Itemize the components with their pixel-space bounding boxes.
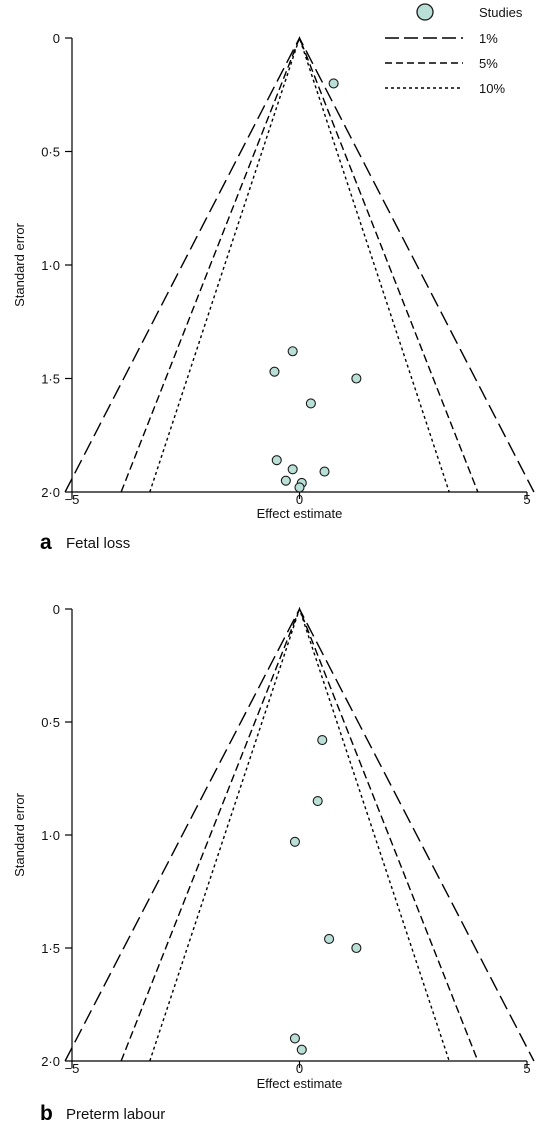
y-axis-title: Standard error <box>12 222 27 306</box>
study-point <box>296 1044 307 1055</box>
x-axis-title: Effect estimate <box>257 506 343 521</box>
contour-line-10pct <box>149 606 450 1062</box>
study-point <box>271 455 282 466</box>
y-tick-label: 2·0 <box>41 485 60 500</box>
y-tick-label: 2·0 <box>41 1054 60 1069</box>
y-tick-label: 0·5 <box>41 715 60 730</box>
y-tick-label: 0·5 <box>41 145 60 160</box>
study-point <box>289 1033 301 1044</box>
panel-title: Preterm labour <box>66 1106 165 1123</box>
panel-letter: a <box>40 531 52 554</box>
study-point <box>289 836 301 847</box>
study-point <box>317 735 328 746</box>
study-point <box>280 475 291 486</box>
contour-line-5pct <box>120 607 479 1062</box>
y-tick-label: 0 <box>53 602 60 617</box>
contour-line-1pct <box>64 607 535 1062</box>
study-point <box>319 466 330 477</box>
y-tick-label: 1·0 <box>41 828 60 843</box>
panel-preterm-labour: 0 0·5 1·0 1·5 2·0 −5 0 5 Effect estimate Standard… <box>12 602 535 1125</box>
study-point <box>305 398 316 409</box>
x-tick-label: −5 <box>65 492 80 507</box>
y-axis-title: Standard error <box>12 792 27 876</box>
study-point <box>312 796 323 807</box>
y-tick-label: 1·5 <box>41 941 60 956</box>
legend-10pct-label: 10% <box>479 81 505 96</box>
x-axis-title: Effect estimate <box>257 1076 343 1091</box>
panel-fetal-loss: 0 0·5 1·0 1·5 2·0 −5 0 5 Effect estimate Standard… <box>12 31 535 554</box>
y-tick-label: 1·5 <box>41 372 60 387</box>
study-point <box>351 942 362 954</box>
study-point <box>269 366 280 377</box>
panel-letter: b <box>40 1102 53 1125</box>
study-point <box>324 933 335 945</box>
x-tick-label: 5 <box>523 1061 530 1076</box>
x-tick-label: 0 <box>296 1061 303 1076</box>
y-tick-label: 1·0 <box>41 258 60 273</box>
legend: Studies 1% 5% 10% <box>385 3 523 96</box>
study-point <box>351 373 362 384</box>
legend-5pct-label: 5% <box>479 56 498 71</box>
study-point <box>328 78 339 89</box>
x-tick-label: −5 <box>65 1061 80 1076</box>
x-tick-label: 5 <box>523 492 530 507</box>
contour-line-5pct <box>120 36 479 493</box>
study-point <box>287 464 298 475</box>
contour-line-10pct <box>149 35 450 493</box>
x-tick-label: 0 <box>296 492 303 507</box>
study-point <box>287 346 298 357</box>
panel-title: Fetal loss <box>66 535 130 552</box>
study-point <box>294 482 305 493</box>
y-tick-label: 0 <box>53 31 60 46</box>
legend-studies-marker <box>416 3 434 21</box>
legend-1pct-label: 1% <box>479 31 498 46</box>
contour-line-1pct <box>64 36 535 493</box>
legend-studies-label: Studies <box>479 5 523 20</box>
